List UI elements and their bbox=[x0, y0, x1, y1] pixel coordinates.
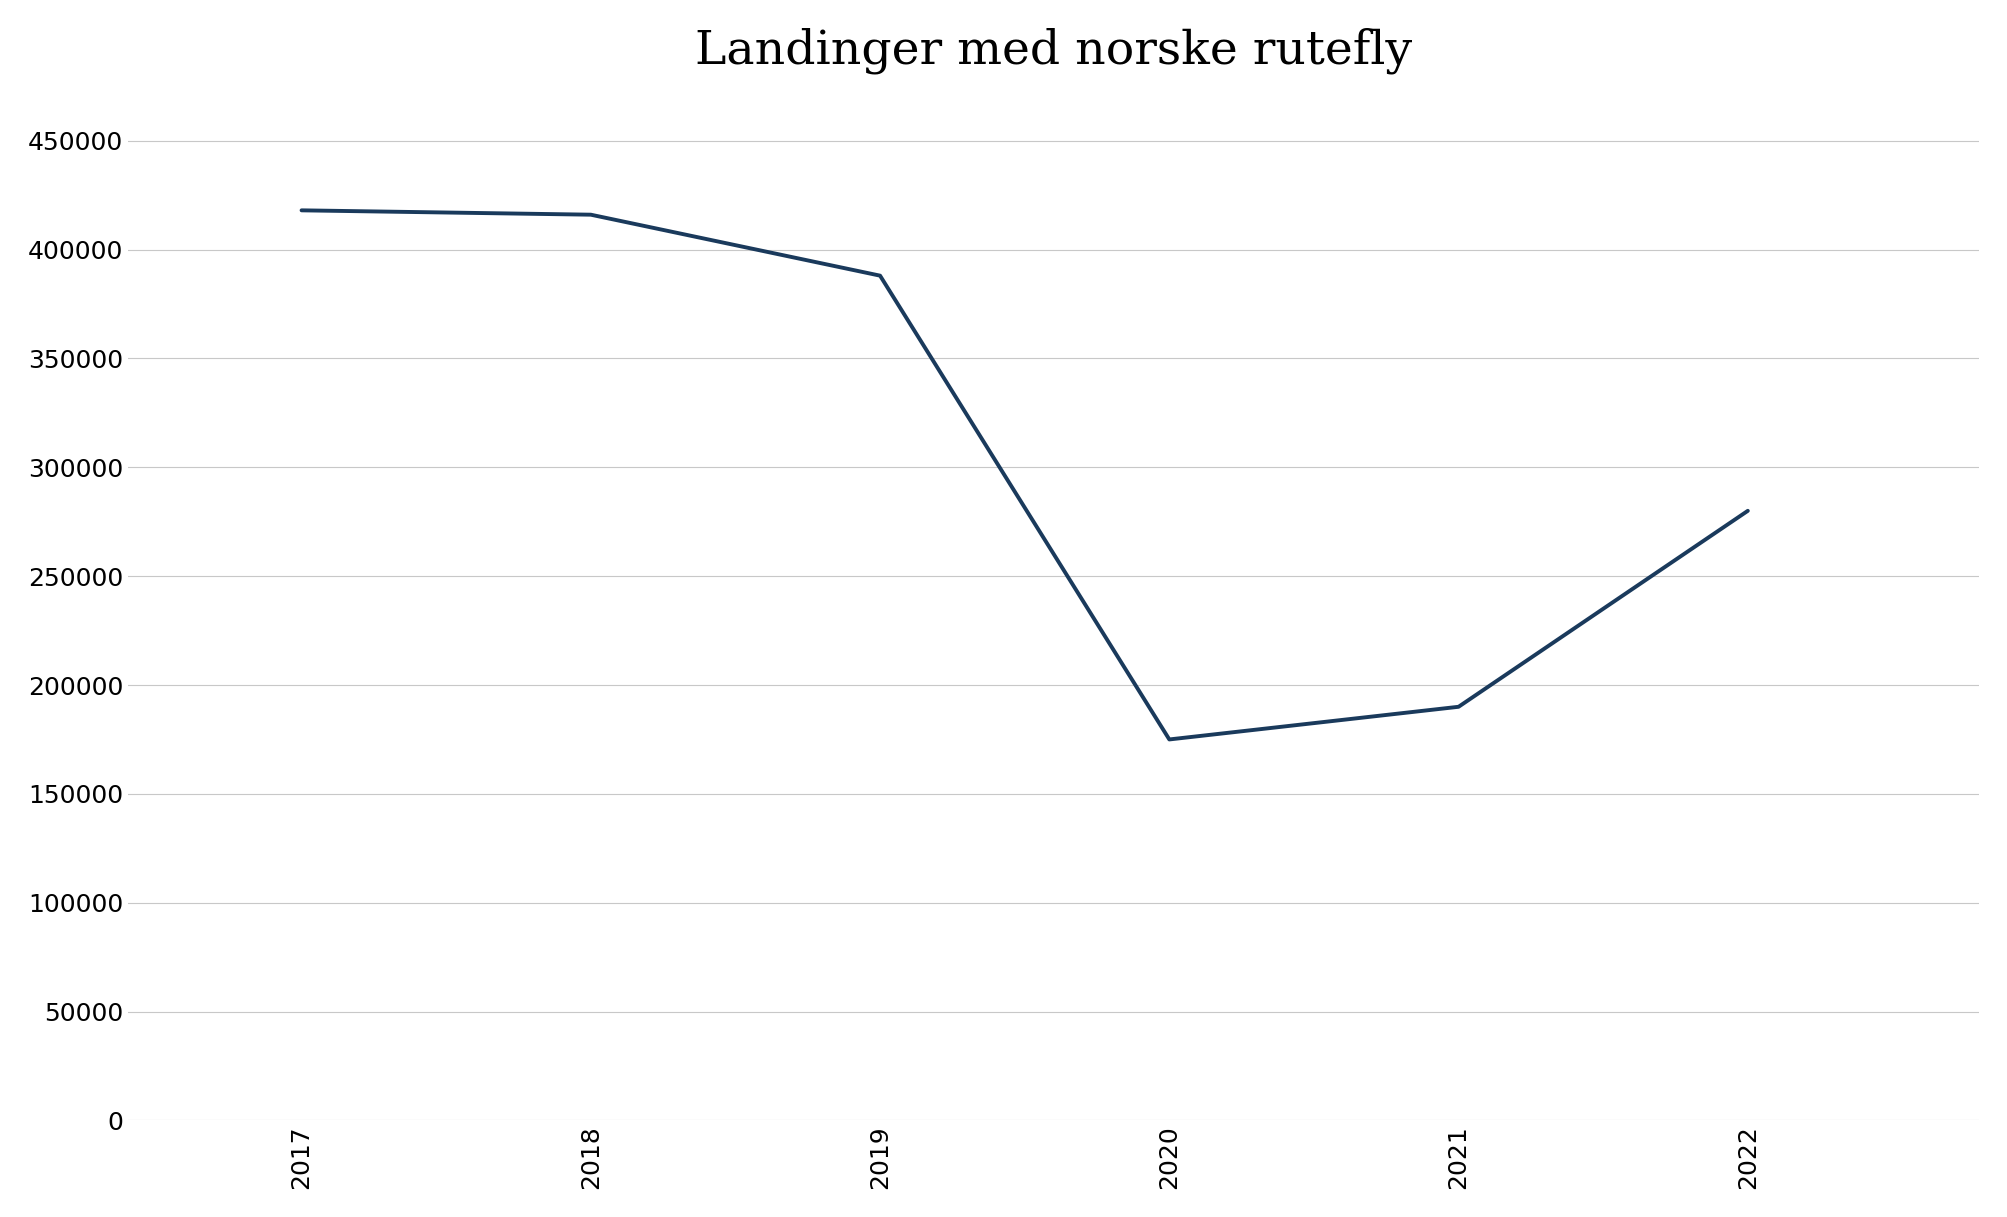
Title: Landinger med norske rutefly: Landinger med norske rutefly bbox=[694, 28, 1413, 74]
